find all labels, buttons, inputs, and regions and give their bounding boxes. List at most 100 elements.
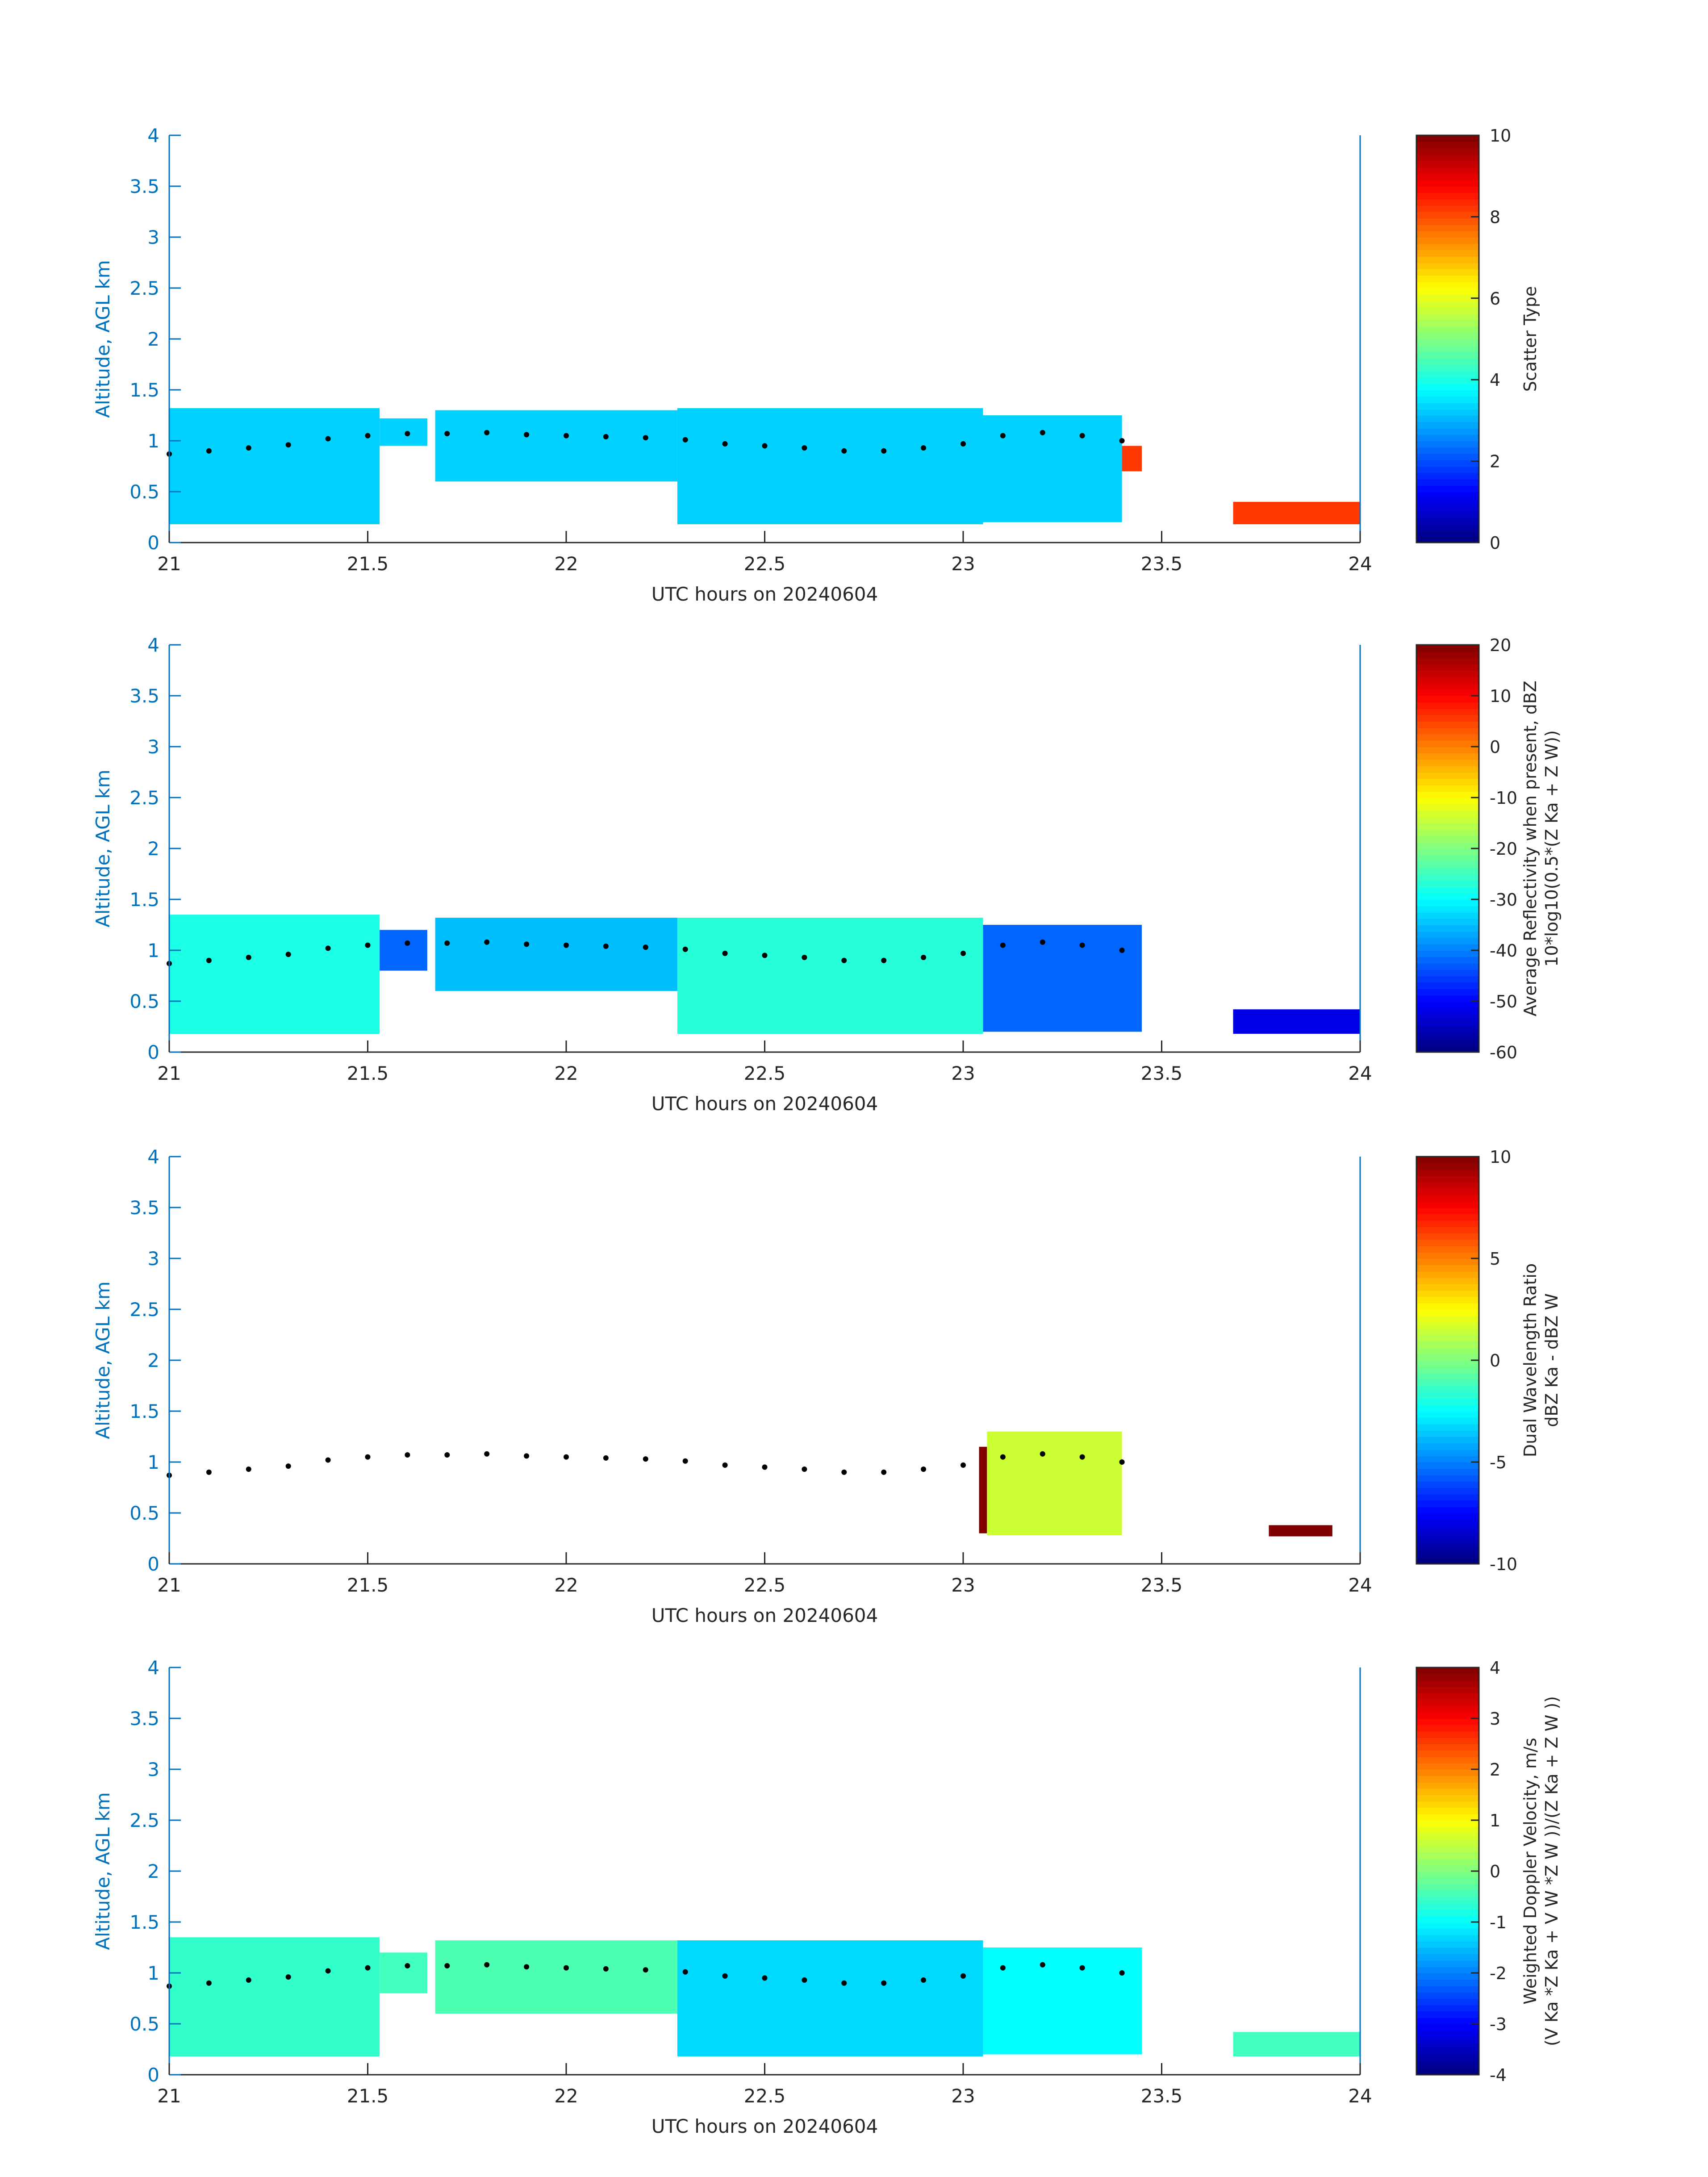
colorbar-swatch — [1416, 1373, 1479, 1380]
cloud-base-point — [603, 434, 609, 439]
colorbar-swatch — [1416, 2056, 1479, 2063]
y-tick-label: 3.5 — [129, 175, 159, 197]
colorbar-swatch — [1416, 855, 1479, 862]
colorbar-swatch — [1416, 1960, 1479, 1967]
colorbar-swatch — [1416, 320, 1479, 327]
cloud-base-point — [325, 945, 331, 951]
colorbar-swatch — [1416, 1941, 1479, 1948]
cloud-base-point — [881, 1980, 887, 1986]
colorbar-tick-label: 4 — [1490, 1658, 1500, 1678]
x-tick-label: 24 — [1348, 2085, 1372, 2107]
cloud-base-point — [682, 437, 688, 443]
cloud-base-point — [484, 430, 490, 435]
y-axis-label: Altitude, AGL km — [92, 1281, 114, 1439]
colorbar-swatch — [1416, 2049, 1479, 2056]
x-tick-label: 22 — [554, 1574, 578, 1596]
colorbar-swatch — [1416, 1557, 1479, 1564]
colorbar-swatch — [1416, 886, 1479, 894]
data-segment-1 — [169, 915, 380, 1034]
colorbar-swatch — [1416, 1744, 1479, 1751]
colorbar-swatch — [1416, 218, 1479, 225]
colorbar-swatch — [1416, 1674, 1479, 1681]
colorbar-swatch — [1416, 192, 1479, 200]
x-tick-label: 23.5 — [1141, 2085, 1183, 2107]
colorbar-swatch — [1416, 1545, 1479, 1552]
cloud-base-point — [206, 448, 212, 454]
colorbar-swatch — [1416, 1443, 1479, 1450]
cloud-base-point — [1040, 1451, 1045, 1457]
colorbar-swatch — [1416, 1226, 1479, 1233]
colorbar-swatch — [1416, 702, 1479, 709]
colorbar-swatch — [1416, 1890, 1479, 1897]
colorbar-swatch — [1416, 492, 1479, 499]
cloud-base-point — [603, 1966, 609, 1972]
data-segment-2 — [380, 930, 427, 971]
y-tick-label: 0 — [147, 1041, 159, 1063]
cloud-base-point — [960, 1973, 966, 1979]
colorbar-swatch — [1416, 778, 1479, 786]
cloud-base-point — [444, 940, 450, 946]
colorbar-swatch — [1416, 1858, 1479, 1865]
colorbar-swatch — [1416, 969, 1479, 976]
colorbar-swatch — [1416, 937, 1479, 944]
colorbar-swatch — [1416, 1404, 1479, 1412]
cloud-base-point — [1000, 1454, 1006, 1460]
colorbar-swatch — [1416, 377, 1479, 384]
cloud-base-point — [325, 1457, 331, 1463]
colorbar-swatch — [1416, 390, 1479, 397]
data-segment-5 — [983, 925, 1142, 1032]
colorbar-swatch — [1416, 1877, 1479, 1885]
data-layer — [979, 1431, 1332, 1537]
cloud-base-point — [1040, 430, 1045, 435]
colorbar-swatch — [1416, 734, 1479, 741]
y-tick-label: 0 — [147, 2064, 159, 2086]
y-tick-label: 2.5 — [129, 787, 159, 809]
colorbar-swatch — [1416, 472, 1479, 480]
x-axis-label: UTC hours on 20240604 — [651, 1093, 878, 1115]
data-layer — [169, 408, 1360, 524]
colorbar-swatch — [1416, 1998, 1479, 2006]
colorbar-swatch — [1416, 861, 1479, 868]
colorbar-tick-label: -10 — [1490, 788, 1517, 808]
cloud-base-point — [960, 1462, 966, 1468]
colorbar-swatch — [1416, 230, 1479, 238]
colorbar-swatch — [1416, 829, 1479, 836]
cloud-base-point — [722, 1973, 728, 1979]
colorbar-tick-label: 2 — [1490, 1760, 1500, 1780]
colorbar-swatch — [1416, 2068, 1479, 2075]
y-tick-label: 3 — [147, 226, 159, 248]
colorbar-swatch — [1416, 1551, 1479, 1558]
y-tick-label: 2.5 — [129, 277, 159, 299]
data-segment-1 — [169, 1937, 380, 2056]
colorbar-swatch — [1416, 988, 1479, 995]
cloud-base-line — [167, 430, 1125, 457]
colorbar-label: 10*log10(0.5*(Z Ka + Z W)) — [1542, 730, 1562, 967]
cloud-base-line — [167, 939, 1125, 966]
colorbar-swatch — [1416, 351, 1479, 359]
colorbar-swatch — [1416, 1979, 1479, 1986]
y-tick-label: 1.5 — [129, 889, 159, 911]
colorbar-swatch — [1416, 906, 1479, 913]
colorbar-swatch — [1416, 415, 1479, 422]
colorbar-swatch — [1416, 1271, 1479, 1278]
colorbar-swatch — [1416, 1347, 1479, 1354]
colorbar-swatch — [1416, 1712, 1479, 1719]
cloud-base-point — [524, 432, 530, 438]
colorbar-swatch — [1416, 263, 1479, 270]
cloud-base-point — [643, 1967, 648, 1973]
colorbar-swatch — [1416, 1769, 1479, 1776]
cloud-base-point — [246, 1977, 251, 1983]
colorbar-swatch — [1416, 1195, 1479, 1202]
colorbar-swatch — [1416, 994, 1479, 1002]
colorbar-swatch — [1416, 1424, 1479, 1431]
colorbar-swatch — [1416, 1538, 1479, 1546]
cloud-base-point — [881, 448, 887, 454]
y-tick-label: 1.5 — [129, 1400, 159, 1422]
colorbar-tick-label: -4 — [1490, 2065, 1507, 2085]
data-segment-3 — [435, 1940, 677, 2014]
colorbar-swatch — [1416, 250, 1479, 257]
colorbar-label: Scatter Type — [1520, 286, 1540, 392]
colorbar-swatch — [1416, 848, 1479, 856]
colorbar-swatch — [1416, 1328, 1479, 1335]
colorbar-swatch — [1416, 1020, 1479, 1027]
